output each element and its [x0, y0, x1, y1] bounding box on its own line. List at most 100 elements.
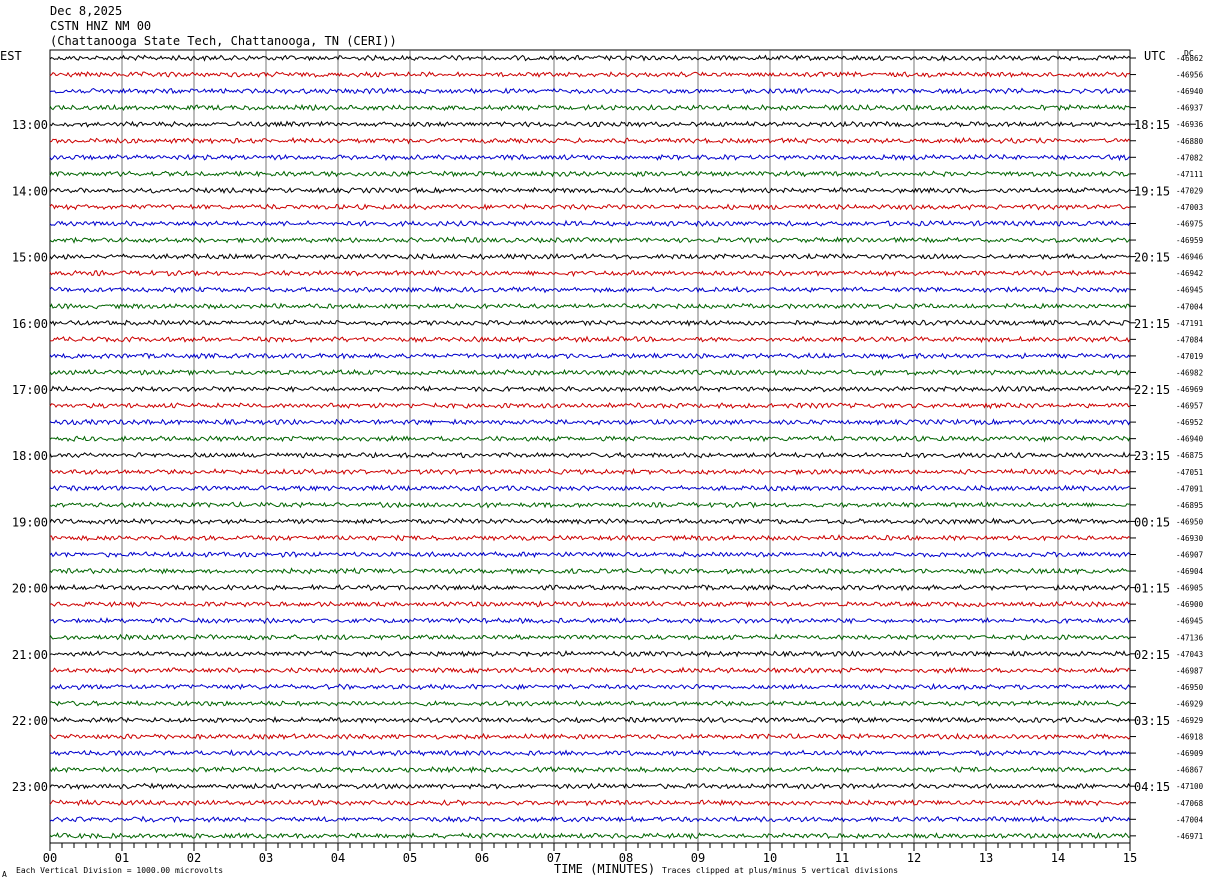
dc-offset-label: -46940 [1176, 435, 1204, 444]
plot-frame [49, 49, 1131, 844]
right-hour-label: 19:15 [1134, 184, 1170, 198]
dc-offset-label: -47004 [1176, 302, 1204, 311]
dc-offset-label: -47003 [1176, 203, 1203, 212]
seismogram-trace [49, 120, 1131, 128]
seismogram-trace [49, 252, 1131, 261]
dc-offset-label: -46875 [1176, 451, 1203, 460]
seismogram-trace [49, 534, 1131, 542]
left-hour-label: 14:00 [12, 184, 48, 198]
date-label: Dec 8,2025 [50, 4, 123, 18]
dc-offset-label: -47136 [1176, 633, 1204, 642]
seismogram-trace [49, 352, 1131, 360]
seismogram-trace [49, 815, 1131, 824]
seismogram-trace [49, 302, 1131, 310]
x-tick-label: 04 [331, 851, 345, 865]
dc-offset-label: -46929 [1176, 716, 1203, 725]
x-tick-label: 10 [763, 851, 777, 865]
right-hour-label: 04:15 [1134, 780, 1170, 794]
dc-offset-label: -46895 [1176, 501, 1203, 510]
seismogram-trace [49, 583, 1131, 592]
chart-header: Dec 8,2025 CSTN HNZ NM 00 (Chattanooga S… [50, 4, 397, 49]
seismogram-trace [49, 467, 1131, 476]
right-hour-label: 23:15 [1134, 449, 1170, 463]
x-tick-label: 03 [259, 851, 273, 865]
dc-offset-label: -47019 [1176, 352, 1203, 361]
seismogram-trace [49, 186, 1131, 195]
x-tick-label: 02 [187, 851, 201, 865]
seismogram-trace [49, 319, 1131, 327]
dc-offset-label: -46900 [1176, 600, 1204, 609]
dc-offset-label: -46929 [1176, 699, 1203, 708]
dc-offset-label: -47191 [1176, 319, 1203, 328]
right-hour-label: 21:15 [1134, 317, 1170, 331]
x-tick-label: 06 [475, 851, 489, 865]
seismogram-trace [49, 170, 1131, 178]
left-hour-label: 16:00 [12, 317, 48, 331]
dc-offset-label: -46918 [1176, 733, 1204, 742]
seismogram-trace [49, 418, 1131, 427]
seismogram-trace [49, 831, 1131, 840]
seismogram-trace [49, 666, 1131, 674]
dc-label: DC [1184, 49, 1194, 58]
seismogram-trace [49, 402, 1131, 410]
seismogram-trace [49, 765, 1131, 774]
dc-offset-label: -47084 [1176, 335, 1204, 344]
dc-offset-label: -46907 [1176, 551, 1203, 560]
left-hour-label: 19:00 [12, 515, 48, 529]
dc-offset-label: -47043 [1176, 650, 1203, 659]
x-tick-label: 15 [1123, 851, 1137, 865]
seismogram-trace [49, 236, 1131, 244]
seismogram-trace [49, 269, 1131, 278]
dc-offset-label: -46957 [1176, 402, 1203, 411]
dc-offset-label: -46945 [1176, 617, 1203, 626]
right-timezone-label: UTC [1144, 49, 1166, 63]
x-tick-label: 00 [43, 851, 57, 865]
left-hour-label: 13:00 [12, 118, 48, 132]
location-label: (Chattanooga State Tech, Chattanooga, TN… [50, 34, 397, 48]
seismogram-trace [49, 782, 1131, 790]
axis-labels: 00 01 02 03 04 05 06 07 08 09 10 11 12 13 14 15 -46862 -4… [12, 54, 1204, 865]
dc-offset-label: -47068 [1176, 799, 1204, 808]
seismogram-trace [49, 715, 1131, 724]
dc-offset-label: -46937 [1176, 104, 1203, 113]
seismogram-trace [49, 434, 1131, 443]
dc-offset-label: -47029 [1176, 186, 1203, 195]
dc-offset-label: -47091 [1176, 484, 1203, 493]
seismogram-trace [49, 732, 1131, 741]
seismogram-trace [49, 484, 1131, 492]
x-tick-label: 07 [547, 851, 561, 865]
seismogram-trace [49, 567, 1131, 575]
dc-offset-label: -46950 [1176, 683, 1204, 692]
dc-offset-label: -46880 [1176, 137, 1204, 146]
x-tick-label: 09 [691, 851, 705, 865]
seismogram-trace [49, 617, 1131, 625]
seismogram-trace [49, 600, 1131, 609]
left-hour-label: 17:00 [12, 383, 48, 397]
right-hour-label: 18:15 [1134, 118, 1170, 132]
dc-offset-label: -46952 [1176, 418, 1203, 427]
dc-offset-label: -47004 [1176, 815, 1204, 824]
dc-offset-label: -46909 [1176, 749, 1203, 758]
station-label: CSTN HNZ NM 00 [50, 19, 152, 33]
seismogram-trace [49, 136, 1131, 145]
seismogram-trace [49, 335, 1131, 344]
dc-offset-label: -46867 [1176, 766, 1203, 775]
seismogram-trace [49, 500, 1131, 509]
right-hour-label: 00:15 [1134, 515, 1170, 529]
x-tick-label: 01 [115, 851, 129, 865]
dc-offset-label: -46905 [1176, 584, 1203, 593]
right-hour-label: 02:15 [1134, 648, 1170, 662]
x-axis-title: TIME (MINUTES) [554, 862, 656, 876]
dc-offset-label: -46904 [1176, 567, 1204, 576]
scale-mark: A [2, 870, 7, 879]
seismogram-trace [49, 219, 1131, 228]
x-tick-label: 05 [403, 851, 417, 865]
left-hour-label: 20:00 [12, 582, 48, 596]
x-tick-label: 11 [835, 851, 849, 865]
x-tick-label: 12 [907, 851, 921, 865]
seismogram-trace [49, 87, 1131, 95]
seismogram-trace [49, 749, 1131, 757]
traces [49, 54, 1131, 840]
right-hour-label: 01:15 [1134, 582, 1170, 596]
